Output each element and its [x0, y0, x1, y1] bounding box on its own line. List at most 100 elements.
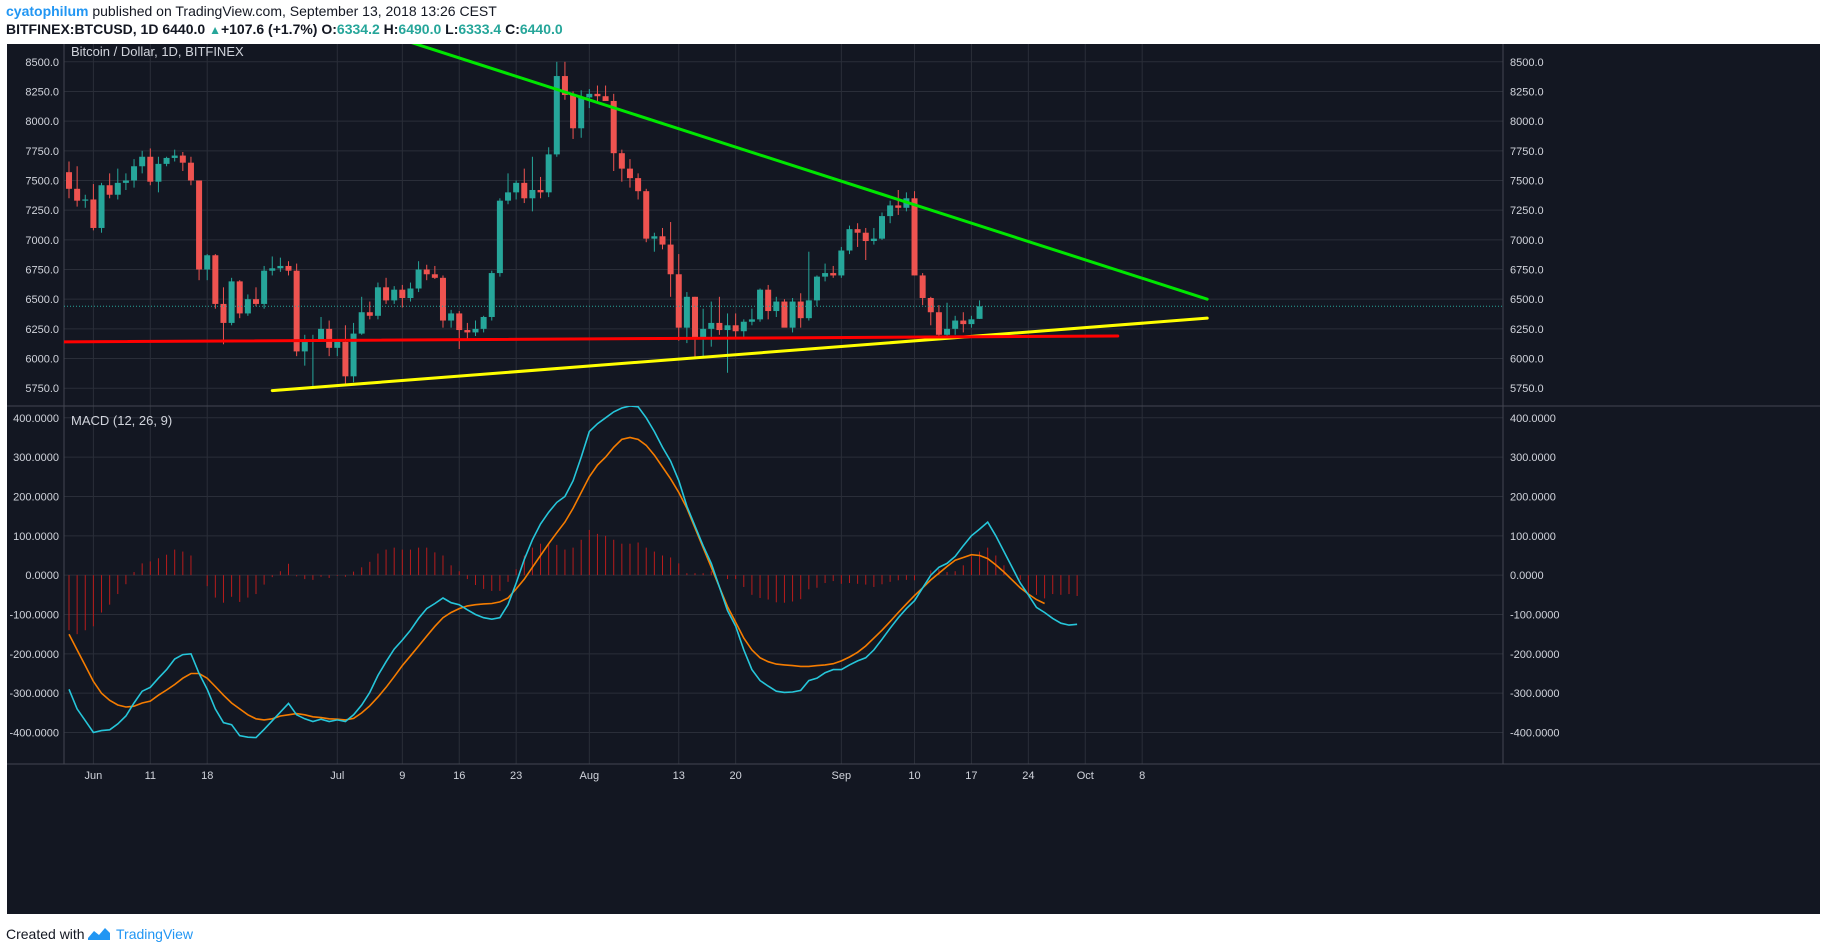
candle-body: [578, 97, 585, 129]
candle-body: [545, 154, 552, 193]
macd-lines: [68, 406, 1078, 739]
candle-body: [618, 153, 625, 169]
candle-up: [415, 261, 422, 293]
candle-up: [968, 315, 975, 328]
candle-body: [870, 238, 877, 242]
candle-body: [122, 180, 129, 183]
candle-body: [968, 319, 975, 325]
published-text: published on TradingView.com, September …: [92, 3, 497, 19]
candle-up: [391, 286, 398, 304]
candle-down: [464, 322, 471, 340]
candle-up: [748, 308, 755, 326]
author-link[interactable]: cyatophilum: [6, 3, 89, 19]
price-tick-label-left: 6000.0: [25, 354, 59, 366]
candle-body: [318, 328, 325, 340]
tradingview-link[interactable]: TradingView: [116, 926, 194, 942]
candle-body: [789, 301, 796, 328]
candle-body: [66, 172, 72, 189]
candle-down: [626, 159, 633, 188]
macd-tick-label-right: 200.0000: [1510, 491, 1556, 503]
candle-down: [594, 85, 601, 103]
chart-area[interactable]: 8500.0 8250.0 8000.0 7750.0 7500.0 7250.0 7000…: [7, 44, 1820, 914]
candle-down: [196, 180, 203, 281]
candle-body: [643, 191, 650, 239]
candle-up: [480, 315, 487, 333]
time-axis[interactable]: Jun 11 18 Jul 9 16 23 Aug 13 20 Sep 10 17 24 Oct 8: [85, 770, 1146, 782]
trendlines[interactable]: [61, 44, 1209, 393]
candle-down: [252, 287, 259, 307]
candle-body: [529, 189, 536, 199]
tradingview-logo-icon: [88, 928, 110, 940]
candle-body: [334, 341, 341, 348]
candle-body: [740, 321, 747, 332]
time-tick-label: 11: [145, 770, 156, 782]
candle-body: [716, 322, 723, 331]
symbol-name: BITFINEX:BTCUSD, 1D: [6, 21, 159, 37]
candle-down: [610, 93, 617, 171]
candle-body: [366, 312, 373, 316]
up-arrow-icon: ▲: [209, 23, 221, 37]
price-tick-label-right: 6000.0: [1510, 354, 1544, 366]
macd-tick-label-left: -200.0000: [9, 649, 59, 661]
time-tick-label: Jul: [330, 770, 344, 782]
candle-up: [700, 308, 707, 357]
price-tick-label-left: 6750.0: [25, 265, 59, 277]
candle-up: [472, 320, 479, 336]
candle-body: [708, 322, 715, 329]
time-tick-label: 20: [730, 770, 742, 782]
time-tick-label: 24: [1022, 770, 1034, 782]
candle-body: [220, 303, 227, 323]
macd-tick-label-left: 300.0000: [13, 452, 59, 464]
red-horizontal: [64, 334, 1120, 344]
yellow-support: [270, 316, 1209, 393]
symbol-info: BITFINEX:BTCUSD, 1D 6440.0 ▲+107.6 (+1.7…: [6, 21, 563, 37]
candle-up: [358, 296, 365, 335]
candle-body: [797, 301, 804, 319]
macd-tick-label-left: 400.0000: [13, 413, 59, 425]
candle-up: [98, 182, 105, 233]
price-tick-label-right: 7750.0: [1510, 146, 1544, 158]
candle-body: [106, 185, 113, 195]
candle-body: [358, 312, 365, 334]
macd-tick-label-right: -400.0000: [1510, 728, 1560, 740]
candle-body: [456, 313, 463, 331]
candle-up: [155, 156, 162, 193]
candle-up: [757, 288, 764, 322]
candle-body: [521, 182, 528, 199]
price-axis-left: 8500.0 8250.0 8000.0 7750.0 7500.0 7250.0 7000…: [25, 57, 59, 395]
candle-down: [935, 305, 942, 340]
candle-body: [822, 273, 829, 277]
macd-tick-label-left: -300.0000: [9, 688, 59, 700]
macd-axis-right[interactable]: 400.0000 300.0000 200.0000 100.0000 0.0000 -1…: [1510, 413, 1560, 740]
price-tick-label-left: 6500.0: [25, 294, 59, 306]
candle-down: [342, 325, 349, 385]
macd-axis-left: 400.0000 300.0000 200.0000 100.0000 0.0000 -1…: [9, 413, 59, 740]
candle-up: [870, 227, 877, 245]
candle-body: [472, 328, 479, 333]
candle-up: [269, 256, 276, 276]
high-value: 6490.0: [398, 21, 442, 37]
candle-down: [383, 277, 390, 304]
chart-canvas[interactable]: 8500.0 8250.0 8000.0 7750.0 7500.0 7250.0 7000…: [7, 44, 1820, 914]
candle-down: [765, 284, 772, 320]
price-axis-right[interactable]: 8500.0 8250.0 8000.0 7750.0 7500.0 7250.0 7000…: [1510, 57, 1544, 395]
candle-body: [236, 281, 243, 314]
candle-body: [155, 163, 162, 182]
candle-down: [830, 265, 837, 278]
candle-down: [431, 265, 438, 280]
candle-body: [261, 270, 268, 304]
candle-up: [553, 61, 560, 157]
candle-up: [171, 149, 178, 162]
macd-tick-label-right: 400.0000: [1510, 413, 1556, 425]
macd-tick-label-right: -300.0000: [1510, 688, 1560, 700]
time-tick-label: Sep: [832, 770, 852, 782]
price-tick-label-left: 8250.0: [25, 86, 59, 98]
candle-body: [496, 200, 503, 274]
price-tick-label-left: 7000.0: [25, 235, 59, 247]
candle-body: [407, 288, 414, 298]
candle-down: [423, 264, 430, 281]
time-tick-label: 8: [1139, 770, 1145, 782]
candle-down: [927, 296, 934, 326]
candle-up: [773, 296, 780, 317]
price-tick-label-right: 7000.0: [1510, 235, 1544, 247]
